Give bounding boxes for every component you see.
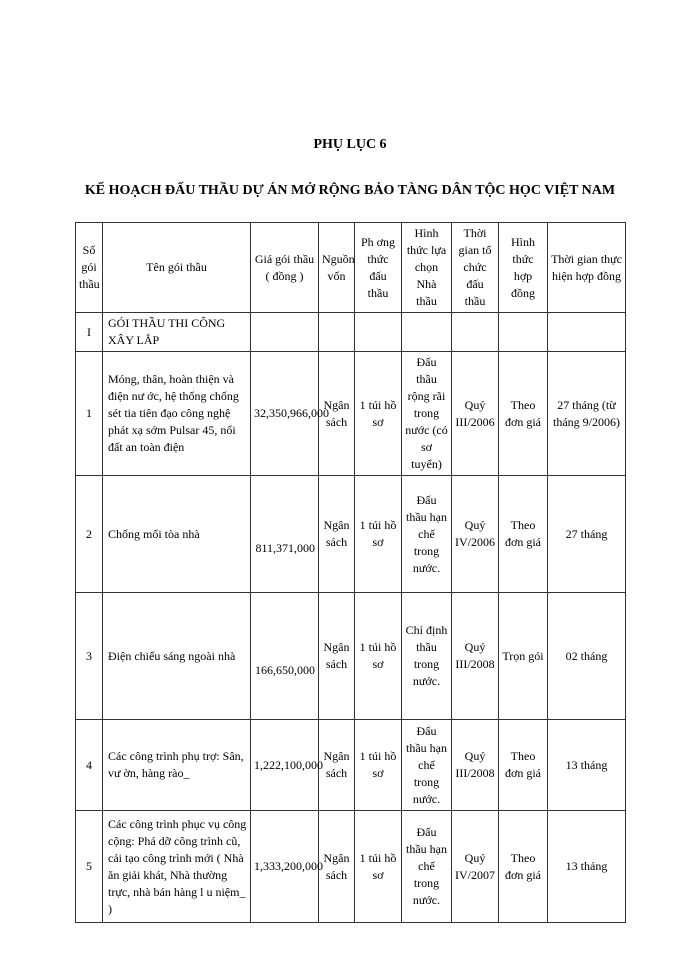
contract-duration: 02 tháng (547, 592, 626, 720)
table-row: 1 Móng, thân, hoàn thiện và điện nư ớc, … (75, 351, 626, 476)
bidding-time: Quý IV/2006 (451, 475, 499, 593)
package-price: 1,333,200,000 (250, 810, 323, 923)
header-cell: Tên gói thầu (102, 222, 251, 313)
package-name: Móng, thân, hoàn thiện và điện nư ớc, hệ… (102, 351, 251, 476)
contract-duration: 13 tháng (547, 719, 626, 811)
selection-form: Đấu thầu hạn chế trong nước. (401, 719, 452, 811)
appendix-title: PHỤ LỤC 6 (313, 137, 387, 152)
section-row: I GÓI THẦU THI CÔNG XÂY LẮP (75, 312, 626, 352)
header-cell: Thời gian thực hiện hợp đồng (547, 222, 626, 313)
contract-form: Theo đơn giá (498, 719, 548, 811)
selection-form: Đấu thầu hạn chế trong nước. (401, 475, 452, 593)
package-name: Điện chiếu sáng ngoài nhà (102, 592, 251, 720)
package-price: 166,650,000 (250, 592, 319, 720)
header-cell: Ph ơng thức đấu thầu (354, 222, 402, 313)
row-number: 5 (75, 810, 103, 923)
contract-duration: 27 tháng (từ tháng 9/2006) (547, 351, 626, 476)
selection-form: Đấu thầu rộng rãi trong nước (có sơ tuyể… (401, 351, 452, 476)
header-cell: Thời gian tổ chức đấu thầu (451, 222, 499, 313)
contract-form: Theo đơn giá (498, 810, 548, 923)
package-name: Các công trình phụ trợ: Sân, vư ờn, hàng… (102, 719, 251, 811)
selection-form: Chỉ định thầu trong nước. (401, 592, 452, 720)
contract-form: Trọn gói (498, 592, 548, 720)
package-price: 811,371,000 (250, 475, 319, 593)
funding-source: Ngân sách (318, 810, 355, 923)
bidding-time: Quý III/2006 (451, 351, 499, 476)
funding-source: Ngân sách (318, 719, 355, 811)
bidding-method: 1 túi hồ sơ (354, 351, 402, 476)
document-title: KẾ HOẠCH ĐẤU THẦU DỰ ÁN MỞ RỘNG BẢO TÀNG… (84, 183, 616, 198)
funding-source: Ngân sách (318, 475, 355, 593)
row-number: 2 (75, 475, 103, 593)
table-row: 4 Các công trình phụ trợ: Sân, vư ờn, hà… (75, 719, 626, 811)
header-cell: Hình thức lựa chọn Nhà thầu (401, 222, 452, 313)
bidding-time: Quý III/2008 (451, 719, 499, 811)
bidding-method: 1 túi hồ sơ (354, 475, 402, 593)
contract-duration: 27 tháng (547, 475, 626, 593)
funding-source: Ngân sách (318, 592, 355, 720)
section-number: I (75, 312, 103, 352)
bidding-method: 1 túi hồ sơ (354, 810, 402, 923)
table-row: 2 Chống mối tòa nhà 811,371,000 Ngân sác… (75, 475, 626, 593)
package-price: 1,222,100,000 (250, 719, 323, 811)
contract-duration: 13 tháng (547, 810, 626, 923)
table-row: 5 Các công trình phục vụ công cộng: Phá … (75, 810, 626, 923)
package-price: 32,350,966,000 (250, 351, 329, 476)
section-name: GÓI THẦU THI CÔNG XÂY LẮP (102, 312, 251, 352)
bidding-time: Quý III/2008 (451, 592, 499, 720)
row-number: 1 (75, 351, 103, 476)
row-number: 3 (75, 592, 103, 720)
header-cell: Hình thức hợp đồng (498, 222, 548, 313)
package-name: Các công trình phục vụ công cộng: Phá dỡ… (102, 810, 251, 923)
table-header-row: Số gói thầu Tên gói thầu Giá gói thầu ( … (75, 222, 626, 313)
header-cell: Nguồn vốn (318, 222, 355, 313)
funding-source: Ngân sách (318, 351, 355, 476)
bidding-plan-table: Số gói thầu Tên gói thầu Giá gói thầu ( … (75, 222, 626, 923)
bidding-method: 1 túi hồ sơ (354, 592, 402, 720)
header-cell: Số gói thầu (75, 222, 103, 313)
row-number: 4 (75, 719, 103, 811)
header-cell: Giá gói thầu ( đồng ) (250, 222, 319, 313)
bidding-time: Quý IV/2007 (451, 810, 499, 923)
bidding-method: 1 túi hồ sơ (354, 719, 402, 811)
selection-form: Đấu thầu hạn chế trong nước. (401, 810, 452, 923)
package-name: Chống mối tòa nhà (102, 475, 251, 593)
contract-form: Theo đơn giá (498, 351, 548, 476)
contract-form: Theo đơn giá (498, 475, 548, 593)
table-row: 3 Điện chiếu sáng ngoài nhà 166,650,000 … (75, 592, 626, 720)
